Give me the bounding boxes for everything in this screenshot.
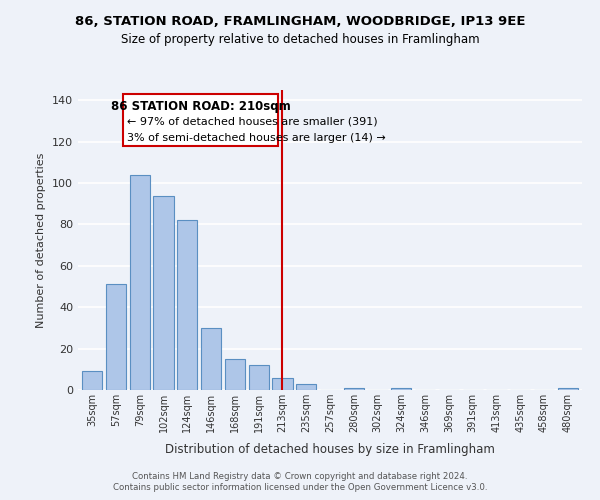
Bar: [106, 284, 126, 390]
Bar: [177, 220, 197, 390]
Text: Contains public sector information licensed under the Open Government Licence v3: Contains public sector information licen…: [113, 484, 487, 492]
Bar: [130, 175, 150, 390]
Bar: [296, 384, 316, 390]
Bar: [557, 388, 578, 390]
Text: 86 STATION ROAD: 210sqm: 86 STATION ROAD: 210sqm: [110, 100, 290, 114]
Y-axis label: Number of detached properties: Number of detached properties: [37, 152, 46, 328]
Bar: [391, 388, 412, 390]
Bar: [154, 196, 173, 390]
Bar: [272, 378, 293, 390]
Text: Size of property relative to detached houses in Framlingham: Size of property relative to detached ho…: [121, 32, 479, 46]
FancyBboxPatch shape: [123, 94, 278, 146]
Bar: [225, 359, 245, 390]
Text: 3% of semi-detached houses are larger (14) →: 3% of semi-detached houses are larger (1…: [127, 134, 385, 143]
Bar: [248, 365, 269, 390]
X-axis label: Distribution of detached houses by size in Framlingham: Distribution of detached houses by size …: [165, 444, 495, 456]
Text: 86, STATION ROAD, FRAMLINGHAM, WOODBRIDGE, IP13 9EE: 86, STATION ROAD, FRAMLINGHAM, WOODBRIDG…: [75, 15, 525, 28]
Bar: [201, 328, 221, 390]
Text: Contains HM Land Registry data © Crown copyright and database right 2024.: Contains HM Land Registry data © Crown c…: [132, 472, 468, 481]
Text: ← 97% of detached houses are smaller (391): ← 97% of detached houses are smaller (39…: [127, 117, 377, 127]
Bar: [82, 372, 103, 390]
Bar: [344, 388, 364, 390]
